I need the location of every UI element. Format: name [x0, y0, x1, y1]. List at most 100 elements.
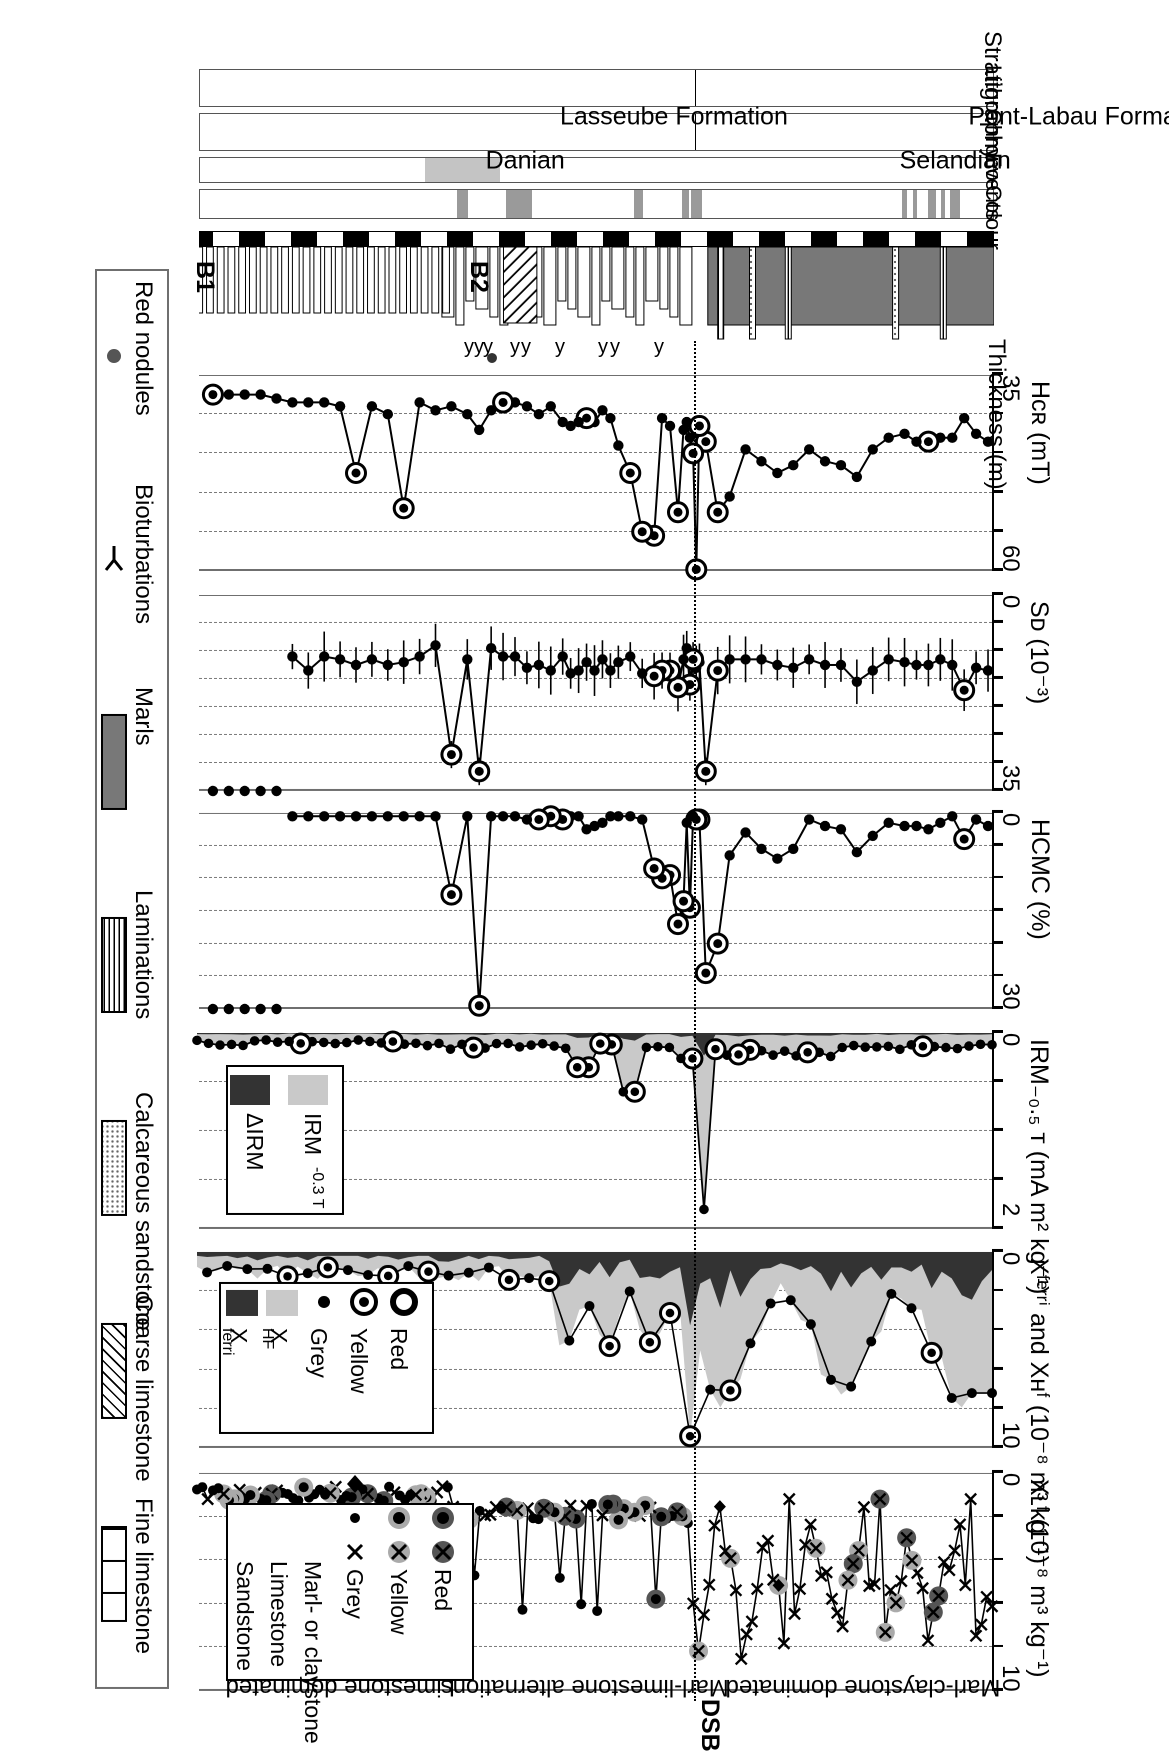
facies-legend-swatch-6 — [101, 1525, 127, 1622]
colour-band-5 — [690, 190, 703, 218]
axis-tick — [992, 1557, 1003, 1561]
legend-swatch-1 — [230, 1075, 270, 1105]
axis-tick — [992, 1288, 1003, 1292]
axis-tick — [992, 1079, 1003, 1082]
axis-tick — [992, 1177, 1003, 1180]
axis-tick — [992, 1406, 1003, 1409]
chrono-unit-label-1: Danian — [486, 146, 566, 175]
legend-symbol-0 — [390, 1288, 418, 1316]
facies-legend-box: Red nodules Bioturbations Marls Laminations… — [95, 269, 169, 1689]
colour-band-7 — [633, 190, 644, 218]
axis-tick — [992, 810, 1003, 813]
legend-swatch-3 — [266, 1290, 298, 1316]
facies-legend-label-1: Bioturbations — [130, 483, 157, 624]
axis-tick-label-min: 0 — [997, 1252, 1024, 1266]
legend-label-0: IRM — [300, 1113, 326, 1156]
facies-legend-swatch-1 — [101, 544, 127, 574]
colour-band-3 — [912, 190, 918, 218]
axis-tick — [992, 788, 1003, 791]
unit-label-b1: B1 — [190, 261, 219, 293]
plot-data-hcmc — [207, 805, 994, 1017]
legend-swatch-0 — [288, 1075, 328, 1105]
bioturbation-marker-4: у — [521, 336, 532, 358]
legend-cell-0-0 — [430, 1539, 456, 1565]
litho-unit-0: Pont-Labau Formation — [694, 70, 1169, 131]
axis-tick — [992, 1470, 1003, 1473]
colour-band-4 — [901, 190, 908, 218]
axis-tick — [992, 1327, 1003, 1331]
legend-label-1: ΔIRM — [242, 1113, 268, 1171]
facies-legend-label-2: Marls — [130, 686, 157, 746]
legend-cell-0-2 — [342, 1539, 368, 1565]
axis-tick — [992, 568, 1003, 571]
axis-tick-label-min: 0 — [997, 813, 1024, 827]
facies-legend-label-5: Coarse limestone — [130, 1295, 157, 1483]
dsb-marker-line — [693, 341, 696, 1701]
axis-title-sd: Sᴅ (10⁻³) — [1025, 601, 1053, 705]
bioturbation-marker-3: у — [554, 336, 565, 358]
axis-tick — [992, 1445, 1003, 1448]
axis-tick — [992, 1030, 1003, 1033]
axis-tick — [992, 1249, 1003, 1252]
legend-lithology-symbols: Red Yellow Grey Marl- or claystone Limestone… — [226, 1475, 474, 1744]
facies-zone-label-1: Marl-limestone alternations — [440, 1674, 729, 1701]
plot-data-irm — [192, 1030, 997, 1215]
axis-tick — [992, 529, 1003, 532]
bioturbation-marker-1: у — [610, 336, 621, 358]
facies-legend-swatch-4 — [101, 1119, 127, 1216]
facies-legend-label-3: Laminations — [130, 889, 157, 1019]
panel-hcr — [199, 372, 1003, 581]
legend-symbol-1 — [350, 1288, 378, 1316]
legend-label-0: Red — [386, 1328, 412, 1371]
unit-label-b2: B2 — [465, 261, 494, 293]
facies-legend-label-6: Fine limestone — [130, 1498, 157, 1655]
legend-label-sub-4: ferri — [219, 1328, 236, 1356]
legend-cell-1-1 — [386, 1505, 412, 1531]
legend-symbol-2 — [310, 1288, 338, 1316]
panel-sd — [199, 592, 1003, 797]
axis-tick — [992, 941, 1003, 944]
axis-tick — [992, 732, 1003, 735]
legend-label-2: Grey — [306, 1328, 332, 1378]
axis-tick — [992, 1514, 1003, 1517]
axis-tick-label-min: 0 — [997, 1033, 1024, 1047]
lithology-profile-svg — [195, 246, 995, 340]
colour-band-1 — [941, 190, 946, 218]
panel-xferri — [197, 1249, 1003, 1448]
legend-label-1: Yellow — [346, 1328, 372, 1394]
axis-title-xlf: Xʟᶠ (10⁻⁸ m³ kg⁻¹) — [1025, 1479, 1053, 1678]
legend-column-label-1: Yellow — [386, 1569, 412, 1635]
axis-tick — [992, 1006, 1003, 1009]
legend-cell-1-2 — [342, 1505, 368, 1531]
axis-tick — [992, 875, 1003, 879]
axis-tick — [992, 908, 1003, 911]
legend-column-label-0: Red — [430, 1569, 456, 1612]
plot-data-sd — [207, 623, 994, 797]
legend-symbol-inner-1 — [359, 1297, 369, 1307]
strat-row-litho: Pont-Labau FormationLasseube Formation — [198, 69, 1169, 131]
axis-tick — [992, 648, 1003, 651]
legend-irm: IRM -0.3 T ΔIRM — [226, 1065, 344, 1215]
legend-cell-0-1 — [386, 1539, 412, 1565]
bioturbation-marker-2: у — [597, 336, 608, 358]
facies-legend-swatch-5 — [101, 1322, 127, 1419]
bioturbation-marker-8: у — [464, 336, 475, 358]
facies-legend-swatch-0 — [107, 349, 121, 364]
thickness-axis-label: Thickness (m) — [983, 339, 1010, 490]
legend-cell-2-0 — [430, 1471, 456, 1497]
axis-tick — [992, 1644, 1003, 1648]
bioturbation-marker-0: у — [654, 336, 665, 358]
dsb-label: DSB — [695, 1699, 724, 1752]
axis-tick — [992, 676, 1003, 679]
colour-band-9 — [457, 190, 469, 218]
stratigraphy-header: Stratigraphy: — [979, 31, 1006, 168]
plot-data-xferri — [197, 1252, 997, 1448]
legend-label-sub-3: HF — [259, 1328, 276, 1350]
colour-band-2 — [927, 190, 936, 218]
axis-tick-label-max: 2 — [997, 1203, 1024, 1217]
red-nodule-marker — [487, 353, 498, 363]
panel-irm — [192, 1030, 1003, 1229]
litho-unit-1: Lasseube Formation — [198, 70, 788, 131]
